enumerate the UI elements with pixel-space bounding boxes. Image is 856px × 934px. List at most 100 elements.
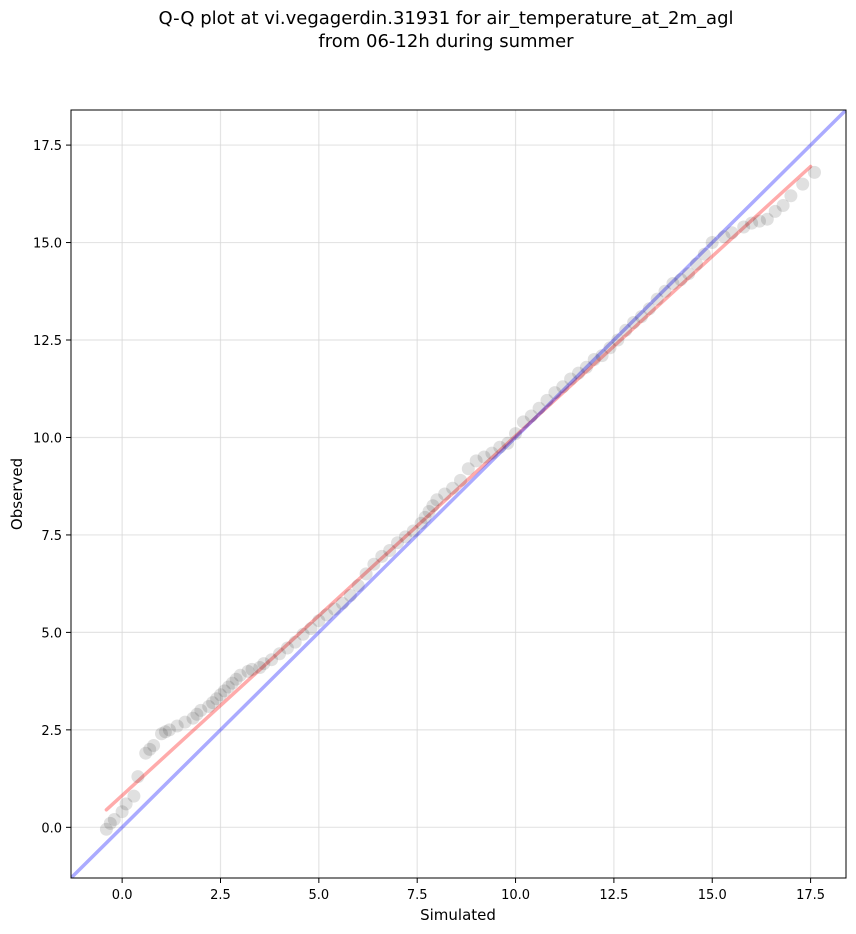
data-point [768, 204, 782, 218]
data-point [131, 770, 145, 784]
data-point [745, 216, 759, 230]
data-point [796, 177, 810, 191]
data-point [595, 349, 609, 363]
y-tick-label: 12.5 [33, 334, 62, 349]
data-point [737, 220, 751, 234]
data-point [335, 596, 349, 610]
data-point [697, 247, 711, 261]
data-point [343, 588, 357, 602]
x-tick-label: 15.0 [698, 888, 727, 903]
data-point [206, 696, 220, 710]
data-point [509, 427, 522, 441]
y-tick-label: 7.5 [41, 529, 62, 544]
data-point [253, 661, 267, 674]
data-point [351, 579, 365, 593]
data-point [217, 684, 231, 698]
data-point [107, 813, 121, 826]
data-point [383, 544, 397, 557]
grid-lines [71, 110, 846, 878]
chart-title-line-1: Q-Q plot at vi.vegagerdin.31931 for air_… [159, 8, 734, 29]
y-tick-label: 15.0 [33, 237, 62, 252]
data-point [241, 664, 255, 678]
data-point [414, 516, 428, 530]
data-point [658, 284, 672, 298]
chart-title-line-2: from 06-12h during summer [318, 31, 574, 52]
data-point [391, 536, 404, 550]
data-point [430, 493, 444, 507]
data-point [422, 505, 436, 518]
data-point [564, 372, 578, 386]
data-point [288, 635, 302, 649]
data-point [257, 657, 271, 671]
data-point [501, 436, 515, 450]
data-point [103, 816, 117, 830]
data-point [485, 446, 499, 460]
data-point [603, 341, 617, 355]
data-point [690, 257, 703, 271]
data-point [682, 267, 696, 281]
data-point [328, 602, 342, 616]
data-point [162, 723, 176, 737]
data-point [221, 680, 235, 694]
data-point [225, 676, 239, 690]
data-point [572, 366, 585, 380]
data-point [418, 510, 432, 524]
data-point [446, 481, 460, 495]
data-point [674, 273, 688, 287]
data-point [194, 703, 208, 717]
data-point [265, 653, 279, 667]
data-point [808, 165, 821, 179]
data-point [375, 549, 389, 563]
data-point [454, 473, 467, 487]
data-point [119, 797, 133, 811]
data-point [579, 360, 593, 374]
data-point [725, 226, 739, 240]
data-point [784, 189, 798, 203]
y-tick-label: 0.0 [41, 821, 62, 836]
x-tick-label: 5.0 [308, 888, 329, 903]
data-point [190, 707, 204, 721]
data-point [717, 230, 731, 244]
x-tick-label: 7.5 [407, 888, 428, 903]
data-point [214, 688, 227, 702]
plot-area [70, 109, 847, 879]
data-point [127, 789, 141, 803]
data-point [627, 316, 641, 329]
data-point [477, 450, 491, 464]
data-point [634, 310, 648, 324]
data-points [99, 165, 821, 836]
data-point [776, 199, 790, 212]
data-point [666, 277, 680, 290]
data-point [532, 401, 546, 415]
data-point [587, 353, 601, 366]
y-tick-label: 5.0 [41, 626, 62, 641]
data-point [398, 530, 412, 544]
data-point [540, 393, 554, 407]
data-point [753, 214, 766, 228]
data-point [642, 302, 656, 316]
data-point [705, 236, 719, 249]
data-point [245, 662, 259, 676]
data-point [202, 700, 216, 713]
data-point [438, 487, 452, 501]
data-point [296, 627, 310, 641]
data-point [320, 608, 334, 622]
data-point [170, 719, 184, 733]
data-point [611, 333, 625, 347]
y-tick-label: 10.0 [33, 431, 62, 446]
data-point [143, 742, 157, 756]
y-axis-ticks: 0.0 2.5 5.0 7.5 10.0 12.5 15.0 17.5 [33, 139, 71, 836]
data-point [426, 499, 440, 513]
data-point [186, 711, 200, 725]
x-tick-label: 0.0 [112, 888, 133, 903]
data-point [359, 567, 373, 581]
data-point [469, 454, 483, 468]
data-point [158, 725, 172, 739]
data-point [493, 440, 507, 454]
x-tick-label: 12.5 [599, 888, 628, 903]
data-point [280, 641, 294, 655]
reference-line [71, 110, 846, 878]
y-axis-label: Observed [8, 458, 26, 530]
x-tick-label: 2.5 [210, 888, 231, 903]
